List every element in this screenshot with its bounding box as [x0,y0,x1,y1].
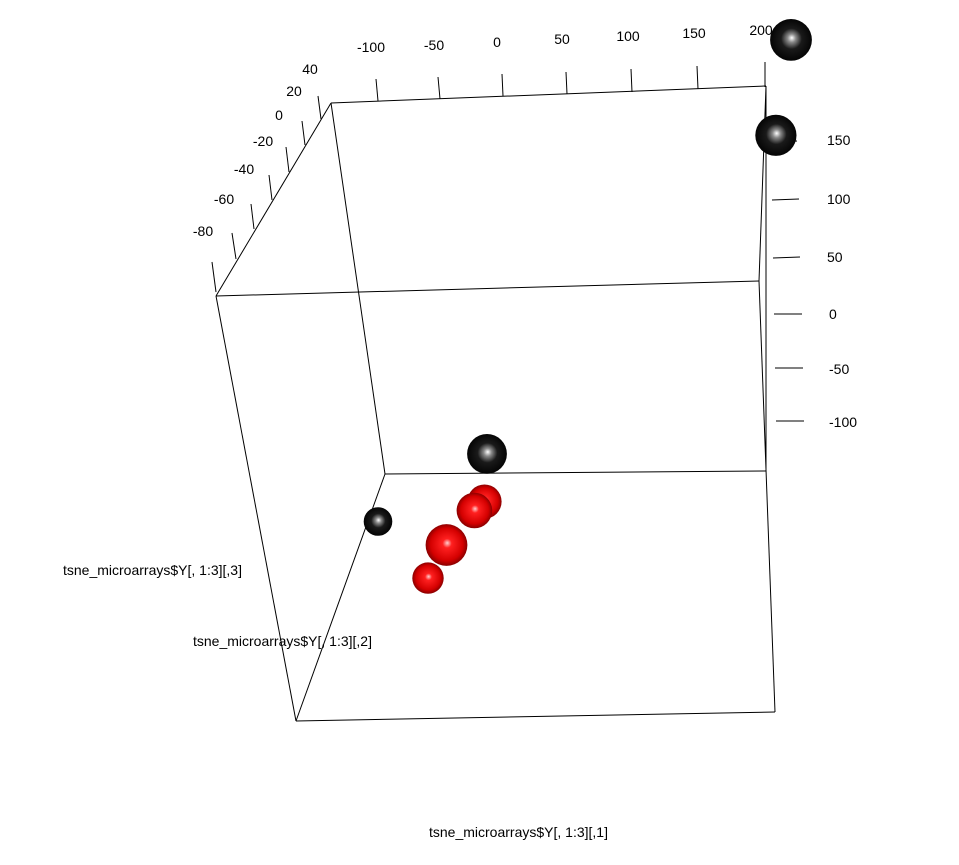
y-axis-tick [268,174,273,201]
y-tick-label: 40 [302,61,318,77]
y-axis-tick [317,95,322,120]
x-axis-tick [630,68,633,93]
box-edge [330,85,767,104]
data-point-group_1 [467,434,507,474]
z-axis-label: tsne_microarrays$Y[, 1:3][,3] [63,562,242,578]
z-axis: 150 100 50 0 -50 -100 [769,132,857,430]
z-axis-tick [772,256,801,259]
data-point-group_1 [755,114,797,156]
data-point-group_2 [412,562,444,594]
x-axis: -100 -50 0 50 100 150 200 [357,22,773,102]
data-point-group_2 [425,524,468,566]
data-point-group_1 [363,507,393,536]
box-edge [384,470,767,475]
bounding-box [215,85,776,722]
y-tick-label: -40 [234,161,254,177]
x-axis-tick [375,78,379,102]
x-tick-label: 100 [616,28,640,44]
y-axis-tick [250,203,255,230]
box-edge [758,85,767,282]
x-axis-tick [565,71,568,95]
z-tick-label: 100 [827,191,851,207]
x-tick-label: 50 [554,31,570,47]
data-points [363,19,812,594]
z-axis-tick [771,198,800,201]
x-tick-label: 200 [749,22,773,38]
y-tick-label: -80 [193,223,213,239]
z-tick-label: 0 [829,306,837,322]
y-tick-label: 20 [286,83,302,99]
z-tick-label: 50 [827,249,843,265]
x-tick-label: -100 [357,39,385,55]
box-edge [758,280,776,713]
y-axis-label: tsne_microarrays$Y[, 1:3][,2] [193,633,372,649]
x-tick-label: 150 [682,25,706,41]
x-tick-label: -50 [424,37,444,53]
y-axis-tick [301,120,306,146]
x-axis-tick [437,76,441,100]
box-edge [295,711,776,722]
y-axis-tick [211,261,217,293]
y-axis-tick [285,146,290,173]
box-edge [215,295,297,722]
x-tick-label: 0 [493,34,501,50]
box-edge [215,102,332,297]
x-axis-tick [501,73,504,97]
z-tick-label: -100 [829,414,857,430]
box-edge [330,102,386,475]
y-tick-label: -20 [253,133,273,149]
data-point-group_1 [770,19,812,61]
y-tick-label: 0 [275,107,283,123]
z-tick-label: 150 [827,132,851,148]
y-tick-label: -60 [214,191,234,207]
box-edge [215,280,760,297]
x-axis-label: tsne_microarrays$Y[, 1:3][,1] [429,824,608,840]
data-point-group_2 [456,492,493,529]
x-axis-tick [696,65,699,90]
z-tick-label: -50 [829,361,849,377]
y-axis: 40 20 0 -20 -40 -60 -80 [193,61,322,293]
y-axis-tick [231,232,237,260]
